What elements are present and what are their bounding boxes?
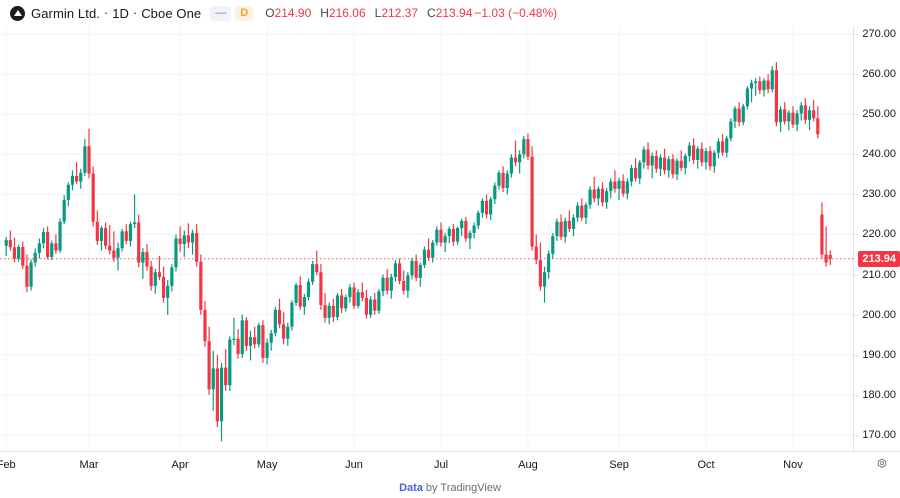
ohlc-key: H [320, 6, 329, 20]
price-tick: 210.00 [862, 268, 896, 281]
chart-footer: Data by TradingView [0, 477, 900, 498]
ohlc-l: L212.37 [375, 6, 418, 20]
exchange-name[interactable]: Cboe One [141, 5, 202, 21]
time-tick: Mar [79, 459, 99, 471]
header-separator-2: · [133, 6, 138, 20]
ohlc-value: 214.90 [274, 6, 312, 20]
ohlc-o: O214.90 [265, 6, 311, 20]
last-price-line [0, 258, 853, 260]
data-link[interactable]: Data [399, 481, 423, 494]
ohlc-key: O [265, 6, 275, 20]
chart-interval[interactable]: 1D [112, 5, 130, 21]
price-tick: 190.00 [862, 348, 896, 361]
ohlc-value: 212.37 [381, 6, 419, 20]
ohlc-value: 216.06 [328, 6, 366, 20]
garmin-triangle-logo-icon [10, 5, 25, 21]
time-tick: May [256, 459, 278, 471]
ohlc-c: C213.94 [427, 6, 472, 20]
price-tick-mark [854, 194, 858, 196]
ohlc-key: C [427, 6, 436, 20]
ohlc-h: H216.06 [320, 6, 365, 20]
time-tick: Nov [783, 459, 803, 471]
price-tick-mark [854, 314, 858, 316]
last-price-badge: 213.94 [858, 250, 900, 267]
time-tick: Apr [171, 459, 189, 471]
gear-icon[interactable] [875, 458, 889, 472]
price-tick-mark [854, 114, 858, 116]
price-tick-mark [854, 394, 858, 396]
price-tick-mark [854, 274, 858, 276]
price-tick: 180.00 [862, 388, 896, 401]
time-tick: Jun [345, 459, 363, 471]
time-tick: Feb [0, 459, 16, 471]
tradingview-watermark: TradingView [10, 448, 119, 451]
price-tick: 260.00 [862, 68, 896, 81]
price-axis[interactable]: 270.00 260.00 250.00 240.00 230.00 220.00 210.… [853, 26, 900, 451]
price-tick-mark [854, 234, 858, 236]
price-tick: 230.00 [862, 188, 896, 201]
price-change: −1.03 (−0.48%) [474, 6, 558, 20]
header-separator-1: · [104, 6, 109, 20]
chart-header: Garmin Ltd. · 1D · Cboe One — D O214.90 H… [0, 0, 900, 26]
candlestick-series [4, 62, 832, 442]
price-tick: 250.00 [862, 108, 896, 121]
time-tick: Jul [433, 459, 449, 471]
price-tick-mark [854, 154, 858, 156]
badge-dash[interactable]: — [210, 5, 232, 21]
symbol-name[interactable]: Garmin Ltd. [31, 5, 101, 21]
interval-badge-group: — D [210, 5, 254, 21]
chart-plot-area[interactable]: TradingView [0, 26, 853, 451]
ohlc-legend: O214.90 H216.06 L212.37 C213.94 [265, 6, 472, 20]
price-tick-mark [854, 34, 858, 36]
ohlc-key: L [374, 6, 382, 20]
time-tick: Oct [697, 459, 715, 471]
time-tick: Aug [518, 459, 538, 471]
price-tick-mark [854, 434, 858, 436]
price-tick: 270.00 [862, 28, 896, 41]
price-tick-mark [854, 354, 858, 356]
time-tick: Sep [609, 459, 629, 471]
price-tick: 170.00 [862, 428, 896, 441]
badge-interval-d[interactable]: D [235, 5, 254, 21]
footer-attribution: by TradingView [425, 481, 501, 494]
price-tick: 200.00 [862, 308, 896, 321]
price-tick: 220.00 [862, 228, 896, 241]
price-tick: 240.00 [862, 148, 896, 161]
price-tick-mark [854, 74, 858, 76]
ohlc-value: 213.94 [435, 6, 473, 20]
time-axis[interactable]: Feb Mar Apr May Jun Jul Aug Sep Oct Nov [0, 451, 900, 477]
